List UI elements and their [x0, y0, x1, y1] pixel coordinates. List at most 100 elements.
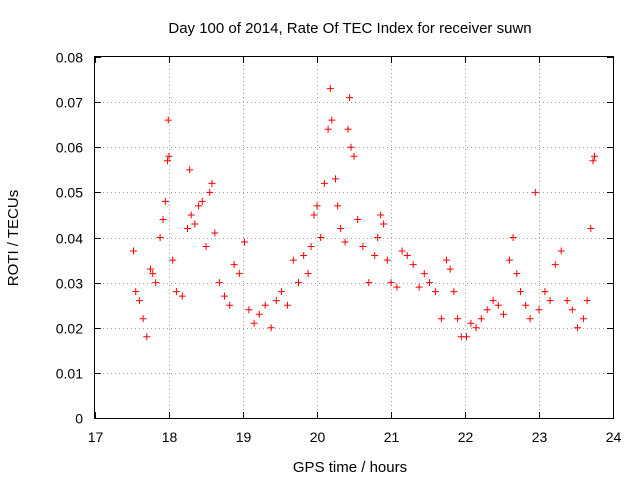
data-point: [221, 292, 228, 300]
data-point: [380, 220, 388, 228]
data-point: [172, 288, 180, 296]
data-point: [324, 125, 332, 133]
x-tick-label: 22: [458, 429, 474, 445]
x-tick-label: 18: [162, 429, 178, 445]
data-point: [300, 252, 308, 260]
data-point: [531, 188, 539, 196]
data-point: [513, 270, 521, 278]
data-point: [143, 333, 151, 341]
data-point: [393, 283, 401, 291]
data-point: [454, 315, 462, 323]
data-point: [195, 202, 203, 210]
data-point: [499, 310, 507, 318]
data-point: [589, 157, 597, 165]
data-point: [187, 211, 195, 219]
data-point: [443, 256, 450, 264]
y-tick-label: 0.06: [56, 140, 83, 156]
data-point: [147, 265, 154, 273]
x-tick-label: 20: [310, 429, 326, 445]
data-point: [579, 315, 587, 323]
axis-ticks: [95, 57, 614, 419]
data-point: [198, 197, 206, 205]
data-point: [526, 315, 534, 323]
data-point: [383, 256, 391, 264]
data-point: [346, 94, 354, 102]
grid-lines: [95, 57, 613, 418]
data-point: [139, 315, 147, 323]
data-point: [307, 243, 315, 251]
data-point: [283, 301, 291, 309]
data-point: [186, 166, 194, 174]
data-point: [437, 315, 445, 323]
data-point: [328, 116, 336, 124]
data-point: [165, 152, 173, 160]
data-point: [240, 238, 248, 246]
data-point: [159, 215, 167, 223]
y-tick-label: 0.08: [56, 50, 83, 66]
data-point: [344, 125, 352, 133]
data-point: [132, 288, 140, 296]
data-point: [289, 256, 297, 264]
data-point: [489, 297, 497, 305]
data-point: [477, 315, 485, 323]
data-point: [374, 234, 382, 241]
data-point: [522, 301, 530, 309]
data-point: [563, 297, 571, 305]
data-point: [211, 229, 219, 237]
data-point: [450, 288, 458, 296]
data-point: [304, 270, 312, 278]
x-tick-label: 17: [88, 429, 104, 445]
data-point: [371, 252, 379, 260]
data-point: [326, 85, 334, 93]
data-point: [226, 301, 234, 309]
data-point: [420, 270, 428, 278]
data-point: [208, 179, 216, 187]
data-point: [387, 279, 395, 287]
data-point: [295, 279, 302, 287]
y-tick-label: 0: [75, 411, 83, 427]
data-point: [409, 261, 417, 269]
data-point: [415, 283, 423, 291]
data-point: [267, 324, 275, 332]
data-point: [317, 234, 325, 241]
data-point: [587, 224, 595, 232]
data-point: [467, 319, 475, 327]
plot-frame: [94, 56, 614, 419]
data-point: [178, 292, 186, 300]
x-axis-title: GPS time / hours: [293, 459, 407, 476]
data-point: [377, 211, 385, 219]
data-point: [517, 288, 524, 296]
data-point: [277, 288, 285, 296]
data-point: [591, 152, 598, 160]
data-point: [202, 243, 210, 251]
data-point: [215, 279, 223, 287]
data-point: [347, 143, 355, 151]
data-point: [583, 297, 591, 305]
data-point: [535, 306, 543, 314]
data-point: [337, 224, 345, 232]
data-point: [191, 220, 199, 228]
data-point: [245, 306, 253, 314]
data-point: [129, 247, 137, 255]
data-point: [551, 261, 559, 269]
data-point: [359, 243, 367, 251]
data-point: [546, 297, 554, 305]
data-point: [568, 306, 576, 314]
data-point: [332, 175, 339, 183]
data-point: [255, 310, 263, 318]
data-point: [206, 188, 214, 196]
data-point: [310, 211, 318, 219]
data-point: [184, 224, 191, 232]
data-point: [472, 324, 480, 332]
y-tick-label: 0.01: [56, 366, 83, 382]
y-tick-labels: 0 0.01 0.02 0.03 0.04 0.05 0.06 0.07 0.08: [56, 50, 83, 427]
y-tick-label: 0.07: [56, 95, 83, 111]
data-point: [320, 179, 328, 187]
y-axis-title: ROTI / TECUs: [5, 190, 22, 286]
data-point: [152, 279, 160, 287]
data-point: [261, 301, 269, 309]
data-point: [494, 301, 502, 309]
x-tick-label: 21: [384, 429, 400, 445]
data-point: [169, 256, 177, 264]
data-point: [334, 202, 342, 210]
